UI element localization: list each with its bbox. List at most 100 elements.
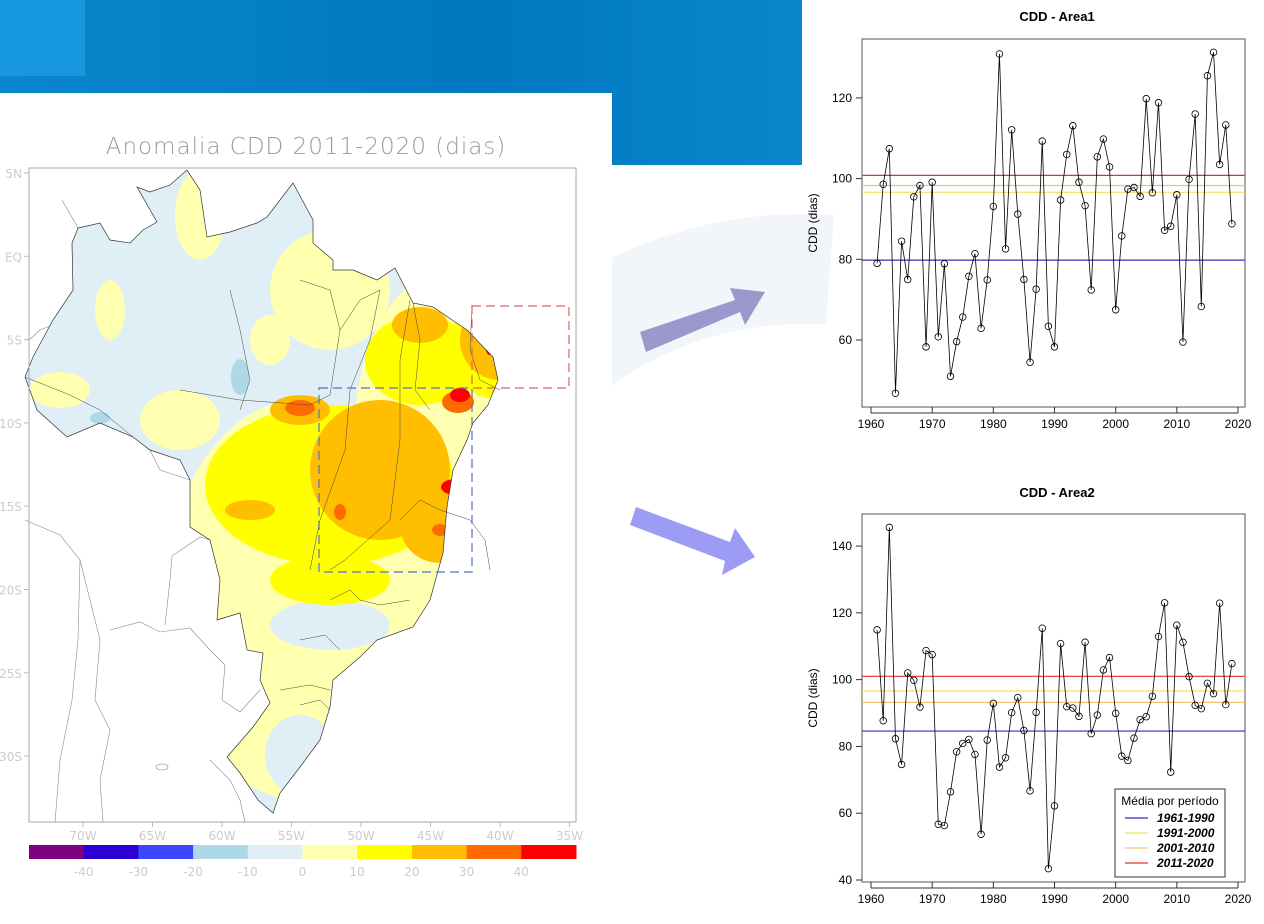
data-point xyxy=(965,735,973,744)
data-point xyxy=(1032,708,1040,717)
legend-label: 1991-2000 xyxy=(1157,826,1215,840)
data-point xyxy=(940,821,949,830)
lon-label: 55W xyxy=(278,829,305,843)
data-point xyxy=(928,650,936,659)
data-point xyxy=(1050,802,1059,810)
data-point xyxy=(1087,286,1095,294)
colorbar-segment xyxy=(302,845,358,859)
colorbar-segment xyxy=(521,845,577,859)
colorbar-segment xyxy=(466,845,522,859)
colorbar-label: -20 xyxy=(183,865,203,879)
data-point xyxy=(995,50,1004,58)
data-point xyxy=(1148,692,1157,701)
colorbar-segment xyxy=(411,845,468,859)
x-tick-label: 1970 xyxy=(919,892,946,906)
data-point xyxy=(1118,232,1126,240)
series-line xyxy=(876,52,1233,394)
data-point xyxy=(1093,153,1102,161)
data-point xyxy=(1026,358,1034,366)
lat-label: 15S xyxy=(0,500,22,514)
data-point xyxy=(1130,183,1138,192)
lon-label: 60W xyxy=(208,829,235,843)
colorbar-label: 40 xyxy=(514,865,529,879)
chart-title: CDD - Area2 xyxy=(1019,485,1094,500)
map-frame xyxy=(28,167,577,823)
y-tick-label: 100 xyxy=(832,673,852,687)
data-point xyxy=(1136,716,1144,724)
data-point xyxy=(885,523,894,532)
colorbar-segment xyxy=(193,845,249,859)
data-point xyxy=(977,830,985,838)
data-point xyxy=(1222,700,1230,709)
data-point xyxy=(1081,201,1089,210)
data-point xyxy=(1215,160,1224,169)
colorbar-segment xyxy=(357,845,413,859)
chart-area1: CDD - Area1 60 80 100 120 1960 1970 1980 1990 200… xyxy=(806,9,1252,431)
colorbar-segment xyxy=(83,845,139,859)
data-point xyxy=(1173,621,1181,629)
data-point xyxy=(1203,679,1212,688)
plot-frame xyxy=(861,38,1246,408)
data-point xyxy=(977,324,985,333)
data-point xyxy=(1209,689,1218,698)
arrow-to-area1 xyxy=(640,288,765,352)
y-tick-label: 100 xyxy=(832,172,852,186)
data-point xyxy=(1160,599,1169,607)
x-tick-label: 2000 xyxy=(1102,892,1129,906)
series-line xyxy=(876,527,1233,869)
legend-label: 2001-2010 xyxy=(1156,841,1215,855)
data-point xyxy=(1038,137,1046,145)
y-tick-label: 80 xyxy=(839,252,853,266)
data-point xyxy=(1228,220,1236,228)
data-point xyxy=(1167,768,1175,776)
x-tick-label: 1980 xyxy=(980,417,1007,431)
lat-label: 5S xyxy=(7,334,22,348)
x-tick-label: 2010 xyxy=(1163,417,1190,431)
data-point xyxy=(1038,624,1046,632)
legend-label: 1961-1990 xyxy=(1157,811,1215,825)
data-point xyxy=(897,760,906,769)
data-point xyxy=(1044,322,1053,330)
state-borders xyxy=(24,279,501,711)
data-point xyxy=(1154,632,1163,641)
data-point xyxy=(1185,672,1193,681)
data-point xyxy=(903,275,912,284)
data-point xyxy=(1032,285,1040,293)
lon-label: 65W xyxy=(139,829,166,843)
data-point xyxy=(879,717,887,725)
data-point xyxy=(989,202,998,211)
colorbar-label: -30 xyxy=(129,865,149,879)
data-point xyxy=(1142,95,1150,103)
data-point xyxy=(1215,599,1224,607)
data-point xyxy=(1007,126,1016,134)
data-point xyxy=(952,337,961,346)
data-point xyxy=(971,249,979,258)
data-point xyxy=(1105,653,1114,662)
lat-label: EQ xyxy=(5,250,22,264)
x-tick-label: 1960 xyxy=(858,892,885,906)
data-point xyxy=(1014,210,1022,218)
data-point xyxy=(1185,175,1193,184)
data-point xyxy=(995,763,1004,771)
data-point xyxy=(1087,730,1095,738)
data-point xyxy=(1050,343,1059,351)
data-point xyxy=(1179,338,1187,346)
lon-label: 45W xyxy=(417,829,444,843)
data-point xyxy=(873,626,881,634)
data-point xyxy=(1111,709,1120,718)
data-point xyxy=(1063,150,1071,159)
y-tick-label: 40 xyxy=(839,873,853,887)
data-point xyxy=(922,343,930,351)
data-point xyxy=(1020,275,1028,284)
data-point xyxy=(1020,726,1028,735)
data-point xyxy=(989,699,998,708)
data-point xyxy=(946,372,955,381)
x-tick-label: 2010 xyxy=(1163,892,1190,906)
plot-frame xyxy=(861,513,1246,883)
data-point xyxy=(922,646,930,655)
data-point xyxy=(1069,122,1077,130)
data-point xyxy=(940,260,949,268)
x-tick-label: 2020 xyxy=(1225,892,1252,906)
colorbar-segment xyxy=(29,845,85,859)
data-point xyxy=(934,333,942,341)
